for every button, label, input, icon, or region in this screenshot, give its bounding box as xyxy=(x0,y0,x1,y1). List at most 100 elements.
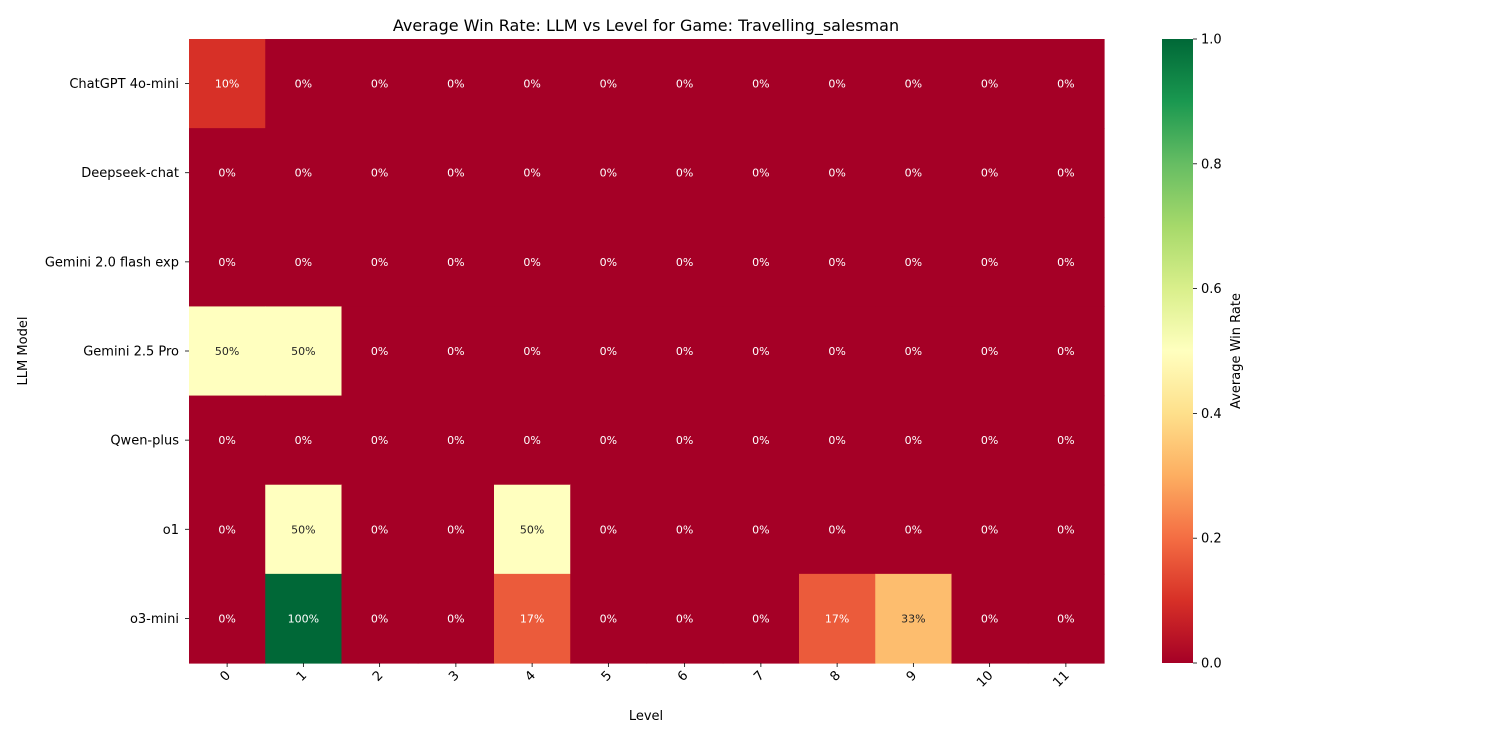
cell-value-label: 0% xyxy=(523,345,540,358)
heatmap-cell xyxy=(875,484,953,575)
cell-value-label: 0% xyxy=(447,612,464,625)
cell-value-label: 0% xyxy=(981,523,998,536)
heatmap-cell xyxy=(646,217,724,308)
cell-value-label: 0% xyxy=(371,345,388,358)
cell-value-label: 0% xyxy=(828,256,845,269)
cell-value-label: 0% xyxy=(752,345,769,358)
heatmap-cell xyxy=(341,573,419,664)
x-tick-label: 0 xyxy=(217,668,233,684)
heatmap-cell xyxy=(875,306,953,397)
colorbar-tick-label: 0.2 xyxy=(1201,532,1222,547)
cell-value-label: 50% xyxy=(215,345,239,358)
cell-value-label: 0% xyxy=(447,256,464,269)
heatmap-cell xyxy=(875,573,953,664)
x-tick-label: 9 xyxy=(904,668,920,684)
cell-value-label: 0% xyxy=(600,612,617,625)
heatmap-cell xyxy=(646,484,724,575)
heatmap-cell xyxy=(494,217,571,308)
cell-value-label: 0% xyxy=(371,78,388,91)
x-axis: 0 1 2 3 4 5 6 7 8 9 10 11 xyxy=(217,663,1073,691)
heatmap-cell xyxy=(417,217,495,308)
heatmap-cell xyxy=(341,395,419,486)
heatmap-cell xyxy=(722,306,800,397)
cell-value-label: 0% xyxy=(218,434,235,447)
heatmap-cell xyxy=(265,39,343,129)
cell-value-label: 50% xyxy=(291,523,315,536)
cell-value-label: 0% xyxy=(981,78,998,91)
heatmap-cell xyxy=(189,217,266,308)
cell-value-label: 0% xyxy=(295,78,312,91)
cell-value-label: 0% xyxy=(905,78,922,91)
cell-value-label: 0% xyxy=(218,167,235,180)
heatmap-cell xyxy=(341,39,419,129)
colorbar-tick-label: 0.4 xyxy=(1201,407,1222,422)
cell-value-label: 0% xyxy=(295,256,312,269)
x-tick-label: 10 xyxy=(974,668,996,690)
heatmap-cell xyxy=(875,39,953,129)
heatmap-cell xyxy=(951,39,1029,129)
cell-value-label: 0% xyxy=(600,256,617,269)
y-tick-label: Deepseek-chat xyxy=(81,166,179,181)
heatmap-cell xyxy=(646,128,724,218)
x-tick-label: 11 xyxy=(1050,668,1072,690)
colorbar-gradient xyxy=(1162,39,1193,663)
cell-value-label: 17% xyxy=(825,612,849,625)
cell-value-label: 0% xyxy=(295,167,312,180)
cell-value-label: 0% xyxy=(828,523,845,536)
cell-value-label: 0% xyxy=(447,523,464,536)
heatmap-cell xyxy=(570,395,648,486)
y-axis: ChatGPT 4o-mini Deepseek-chat Gemini 2.0 f… xyxy=(45,77,189,627)
cell-value-label: 0% xyxy=(371,256,388,269)
x-tick-label: 1 xyxy=(294,668,310,684)
heatmap-cell xyxy=(875,217,953,308)
heatmap-cell xyxy=(1027,306,1105,397)
heatmap-cell xyxy=(799,217,876,308)
cell-value-label: 0% xyxy=(905,256,922,269)
heatmap-cell xyxy=(417,484,495,575)
cell-value-label: 0% xyxy=(676,612,693,625)
heatmap-cell xyxy=(799,39,876,129)
cell-value-label: 0% xyxy=(676,256,693,269)
heatmap-cell xyxy=(494,39,571,129)
x-tick-label: 7 xyxy=(751,668,767,684)
x-tick-label: 8 xyxy=(827,668,843,684)
y-axis-label: LLM Model xyxy=(16,317,31,386)
heatmap-cell xyxy=(646,395,724,486)
y-tick-label: Gemini 2.0 flash exp xyxy=(45,255,179,270)
heatmap-cell xyxy=(570,306,648,397)
heatmap-cell xyxy=(417,573,495,664)
cell-value-label: 0% xyxy=(371,167,388,180)
cell-value-label: 0% xyxy=(523,78,540,91)
heatmap-cell xyxy=(494,128,571,218)
y-tick-label: ChatGPT 4o-mini xyxy=(69,77,179,92)
cell-value-label: 0% xyxy=(1057,167,1074,180)
cell-value-label: 0% xyxy=(600,167,617,180)
cell-value-label: 50% xyxy=(520,523,544,536)
chart-title: Average Win Rate: LLM vs Level for Game:… xyxy=(393,16,899,36)
cell-value-label: 0% xyxy=(523,256,540,269)
cell-value-label: 0% xyxy=(600,78,617,91)
heatmap-cell xyxy=(341,306,419,397)
heatmap-cell xyxy=(189,484,266,575)
heatmap-cell xyxy=(417,128,495,218)
heatmap-cell xyxy=(570,573,648,664)
heatmap-cell xyxy=(189,395,266,486)
y-tick-label: Gemini 2.5 Pro xyxy=(83,345,179,360)
cell-value-label: 0% xyxy=(676,78,693,91)
heatmap-cell xyxy=(189,306,266,397)
cell-value-label: 0% xyxy=(905,167,922,180)
heatmap-cell xyxy=(265,395,343,486)
heatmap-cell xyxy=(799,395,876,486)
heatmap-cell xyxy=(341,484,419,575)
cell-value-label: 0% xyxy=(447,434,464,447)
cell-value-label: 0% xyxy=(752,256,769,269)
cell-value-label: 0% xyxy=(600,434,617,447)
heatmap-cell xyxy=(722,39,800,129)
cell-value-label: 0% xyxy=(1057,78,1074,91)
cell-value-label: 0% xyxy=(218,523,235,536)
heatmap-cell xyxy=(722,573,800,664)
heatmap-cell xyxy=(722,484,800,575)
heatmap-cell xyxy=(570,128,648,218)
cell-value-label: 0% xyxy=(752,167,769,180)
